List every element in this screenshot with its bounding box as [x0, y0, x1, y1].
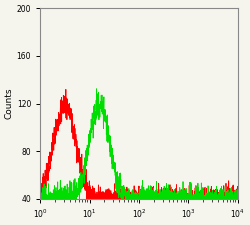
Y-axis label: Counts: Counts [5, 88, 14, 119]
